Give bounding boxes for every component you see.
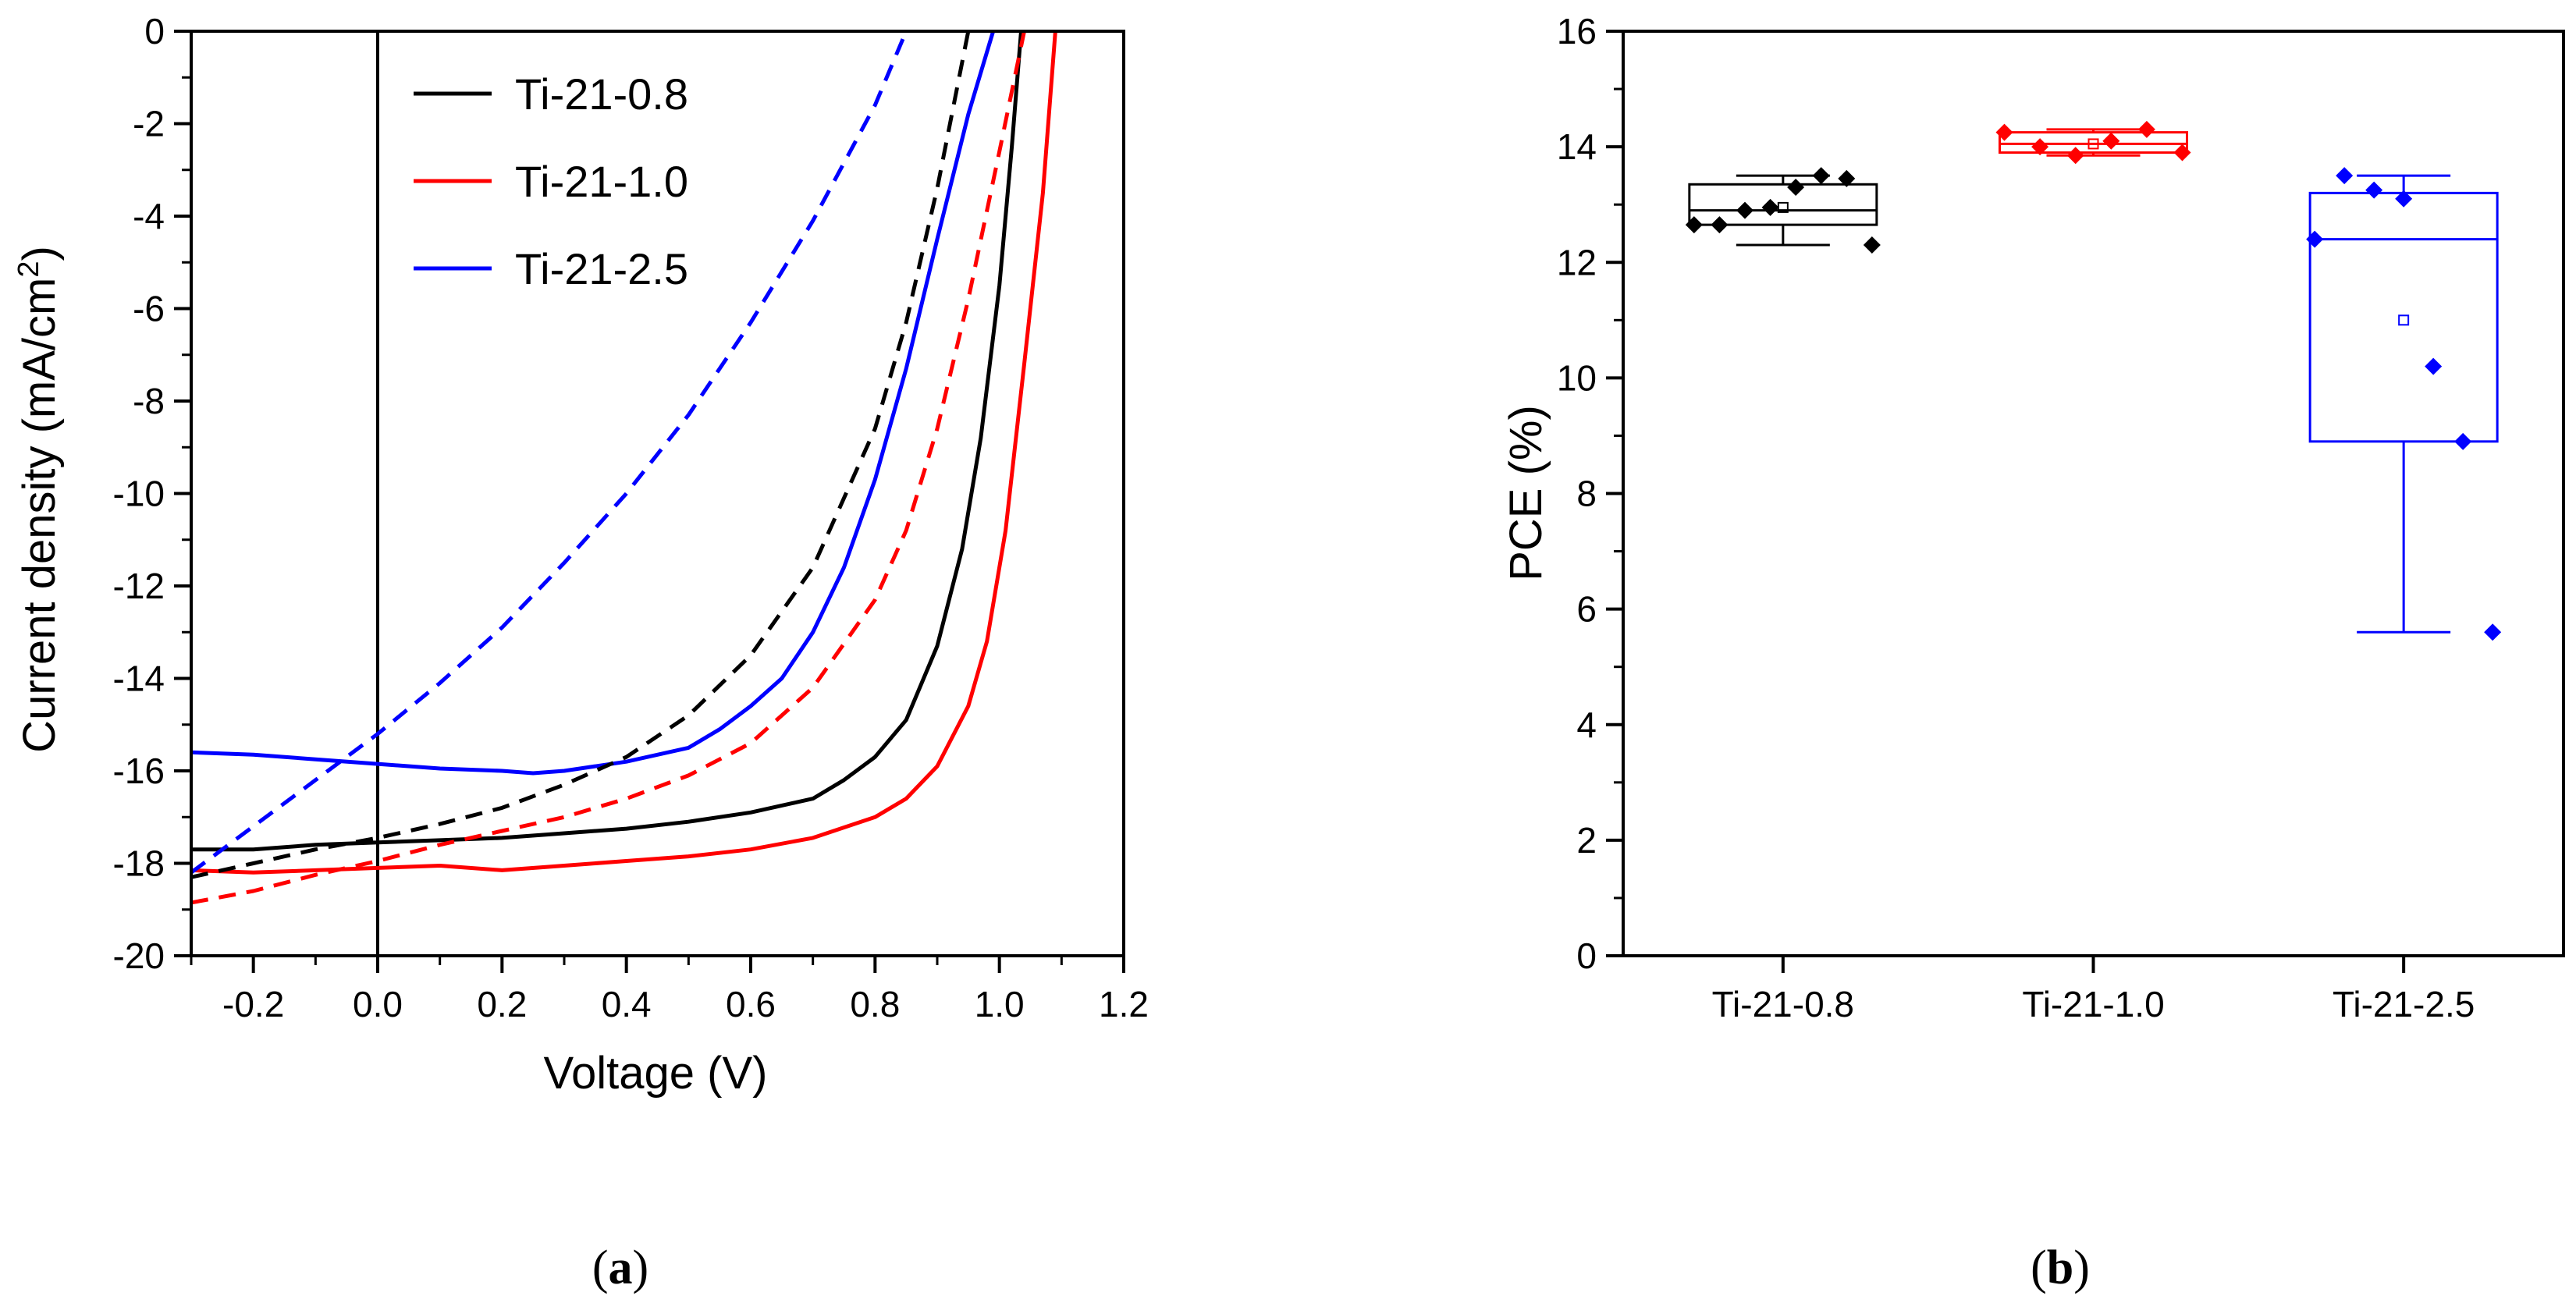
pce-box-2 <box>2306 167 2502 641</box>
jv-series-group <box>190 30 1057 956</box>
jv-x-tick-label: 1.2 <box>1099 984 1149 1024</box>
pce-y-axis-title: PCE (%) <box>1501 405 1551 581</box>
jv-series-line-solid-1 <box>190 30 1057 875</box>
jv-y-tick-label: -12 <box>113 566 165 606</box>
jv-x-tick-label: 0.4 <box>602 984 652 1024</box>
jv-x-tick-label: 0.0 <box>353 984 403 1024</box>
jv-series-line-dashed-4 <box>190 30 1026 905</box>
jv-series-line-solid-0 <box>191 30 1023 852</box>
jv-y-tick-label: 0 <box>144 11 165 51</box>
pce-data-point <box>2484 623 2502 641</box>
pce-data-point <box>1838 169 1856 187</box>
jv-y-tick-label: -18 <box>113 843 165 884</box>
pce-data-point <box>1761 198 1779 216</box>
pce-data-point <box>2454 432 2472 450</box>
panel-a-label: (a) <box>592 1241 648 1294</box>
jv-y-axis-title-superscript: 2 <box>12 261 45 278</box>
jv-series-line-dashed-5 <box>190 30 908 875</box>
pce-data-point <box>2102 132 2120 150</box>
jv-legend-label: Ti-21-1.0 <box>515 157 688 206</box>
pce-category-label: Ti-21-1.0 <box>2022 984 2164 1024</box>
pce-y-tick-label: 14 <box>1557 126 1597 167</box>
pce-data-point <box>2395 190 2413 208</box>
pce-data-point <box>2425 357 2443 375</box>
pce-data-point <box>1995 123 2013 141</box>
jv-x-axis-title: Voltage (V) <box>544 1048 768 1099</box>
pce-y-tick-label: 16 <box>1557 11 1597 51</box>
pce-data-point <box>1685 216 1703 234</box>
pce-data-point <box>1787 178 1805 196</box>
pce-box-mean <box>2087 138 2099 150</box>
jv-x-tick-label: -0.2 <box>222 984 284 1024</box>
pce-box-1 <box>1995 120 2191 165</box>
pce-box-chart: 0 2 4 6 8 10 12 14 16 Ti-21-0.8 Ti-21-1.0 Ti-21-2.5… <box>1501 11 2565 1024</box>
pce-data-point <box>2306 230 2324 248</box>
jv-y-axis-title-close: ) <box>14 246 65 261</box>
jv-y-tick-label: -4 <box>133 196 165 236</box>
jv-y-tick-label: -20 <box>113 935 165 976</box>
pce-box-group <box>1685 120 2502 641</box>
jv-series-line-solid-2 <box>190 30 996 776</box>
pce-data-point <box>2066 147 2084 165</box>
pce-y-tick-label: 4 <box>1576 705 1597 745</box>
jv-legend-label: Ti-21-2.5 <box>515 244 688 293</box>
pce-box-mean <box>2398 314 2410 326</box>
jv-y-tick-label: -6 <box>133 289 165 329</box>
pce-data-point <box>2336 167 2354 185</box>
jv-y-axis-title: Current density (mA/cm2) <box>12 246 65 753</box>
pce-data-point <box>2173 144 2191 162</box>
pce-data-point <box>1863 236 1881 254</box>
pce-data-point <box>1711 216 1729 234</box>
jv-y-tick-label: -8 <box>133 381 165 421</box>
jv-y-tick-label: -16 <box>113 751 165 791</box>
pce-category-label: Ti-21-2.5 <box>2333 984 2475 1024</box>
jv-x-tick-label: 0.2 <box>477 984 527 1024</box>
jv-y-tick-label: -10 <box>113 474 165 514</box>
jv-series-line-dashed-3 <box>190 30 971 879</box>
panel-a-letter: a <box>609 1241 633 1294</box>
pce-y-tick-label: 6 <box>1576 589 1597 630</box>
jv-legend: Ti-21-0.8 Ti-21-1.0 Ti-21-2.5 <box>414 69 688 293</box>
pce-data-point <box>2031 138 2049 156</box>
panel-b-letter: b <box>2047 1241 2073 1294</box>
pce-y-tick-label: 8 <box>1576 474 1597 514</box>
jv-axis-ticks: -0.2 0.0 0.2 0.4 0.6 0.8 1.0 1.2 0 -2 -4 -6 -8 -10 -12… <box>113 11 1149 1024</box>
pce-box-iqr <box>1999 131 2188 154</box>
pce-box-iqr <box>1688 183 1878 226</box>
pce-data-point <box>2365 181 2383 199</box>
pce-category-label: Ti-21-0.8 <box>1712 984 1854 1024</box>
pce-axis-ticks: 0 2 4 6 8 10 12 14 16 Ti-21-0.8 Ti-21-1.0 Ti-21-2.5 <box>1557 11 2475 1024</box>
jv-chart: -0.2 0.0 0.2 0.4 0.6 0.8 1.0 1.2 0 -2 -4 -6 -8 -10 -12… <box>12 11 1149 1099</box>
pce-y-tick-label: 0 <box>1576 935 1597 976</box>
jv-x-tick-label: 0.6 <box>726 984 776 1024</box>
jv-x-tick-label: 0.8 <box>850 984 900 1024</box>
pce-box-0 <box>1685 167 1881 254</box>
pce-data-point <box>1736 201 1753 219</box>
jv-y-axis-title-main: Current density (mA/cm <box>14 278 65 753</box>
jv-y-tick-label: -2 <box>133 104 165 144</box>
pce-y-tick-label: 2 <box>1576 820 1597 861</box>
jv-x-tick-label: 1.0 <box>975 984 1025 1024</box>
pce-data-point <box>2137 120 2155 138</box>
panel-b-label: (b) <box>2031 1241 2090 1294</box>
jv-legend-label: Ti-21-0.8 <box>515 69 688 119</box>
pce-y-tick-label: 10 <box>1557 357 1597 398</box>
jv-y-tick-label: -14 <box>113 659 165 699</box>
pce-data-point <box>1812 167 1830 185</box>
pce-y-tick-label: 12 <box>1557 242 1597 282</box>
